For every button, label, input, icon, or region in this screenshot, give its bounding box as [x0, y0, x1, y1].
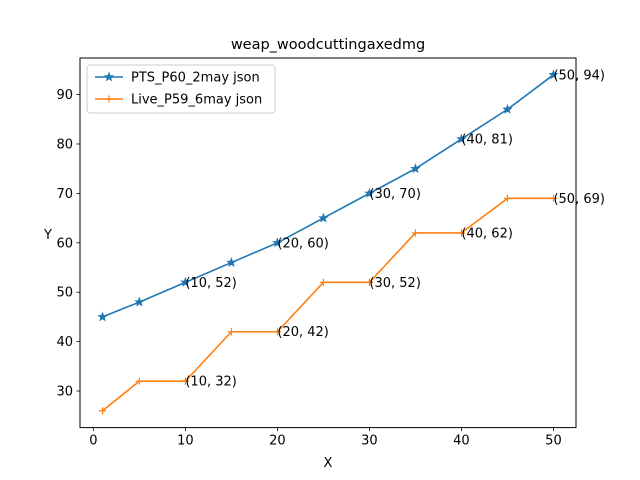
y-tick-label: 90: [56, 88, 73, 103]
x-tick-label: 20: [269, 434, 286, 449]
y-tick-label: 60: [56, 236, 73, 251]
data-point-series-1: [364, 187, 375, 198]
data-label: (50, 94): [553, 68, 605, 83]
data-label: (20, 42): [277, 325, 329, 340]
data-label: (30, 52): [369, 276, 421, 291]
legend-box: [86, 64, 276, 114]
data-label: (20, 60): [277, 236, 329, 251]
data-label: (50, 69): [553, 192, 605, 207]
x-tick-label: 30: [361, 434, 378, 449]
data-point-series-1: [318, 212, 329, 223]
data-point-series-1: [548, 69, 559, 80]
data-point-series-2: [319, 278, 327, 286]
x-tick-label: 10: [177, 434, 194, 449]
data-point-series-1: [180, 276, 191, 287]
axes-frame: [79, 57, 577, 429]
data-label: (40, 81): [461, 133, 512, 148]
data-point-series-1: [410, 163, 421, 174]
y-tick-label: 70: [56, 187, 73, 202]
legend-entry-label: PTS_P60_2may json: [131, 71, 260, 86]
data-point-series-1: [272, 237, 283, 248]
data-point-series-1: [456, 133, 467, 144]
data-point-series-1: [226, 257, 237, 267]
data-point-series-2: [411, 229, 420, 237]
y-tick-label: 40: [56, 335, 73, 350]
data-label: (10, 32): [185, 375, 237, 390]
data-label: (40, 62): [461, 226, 512, 241]
y-tick-label: 50: [56, 286, 73, 301]
x-tick-label: 40: [453, 434, 470, 449]
data-point-series-1: [502, 103, 513, 114]
legend-swatch-marker: [105, 95, 113, 103]
y-axis-title: Y: [43, 228, 52, 243]
legend-swatch-marker: [103, 71, 115, 82]
data-point-series-2: [227, 328, 235, 336]
data-point-series-2: [181, 377, 189, 385]
legend: PTS_P60_2may json Live_P59_6may json: [86, 64, 276, 114]
plot-area: 0 10 20 30 40 50 30 40 50 60 70 80 90 (10, 52) (20, 60…: [56, 68, 605, 448]
y-tick-label: 80: [56, 137, 73, 152]
data-point-series-2: [135, 377, 143, 385]
data-point-series-1: [134, 296, 145, 307]
chart-title: weap_woodcuttingaxedmg: [231, 37, 425, 53]
data-point-series-2: [503, 194, 512, 202]
data-label: (30, 70): [369, 187, 421, 202]
data-point-series-2: [549, 194, 558, 202]
data-point-series-1: [97, 311, 108, 322]
legend-entry-label: Live_P59_6may json: [131, 93, 262, 108]
x-axis-title: X: [324, 456, 333, 471]
data-point-series-2: [273, 328, 281, 336]
x-tick-label: 0: [89, 434, 97, 449]
data-point-series-2: [457, 229, 466, 237]
data-point-series-2: [98, 407, 107, 415]
x-tick-label: 50: [545, 434, 562, 449]
data-point-series-2: [365, 278, 374, 286]
data-label: (10, 52): [185, 276, 237, 291]
y-tick-label: 30: [56, 385, 73, 400]
